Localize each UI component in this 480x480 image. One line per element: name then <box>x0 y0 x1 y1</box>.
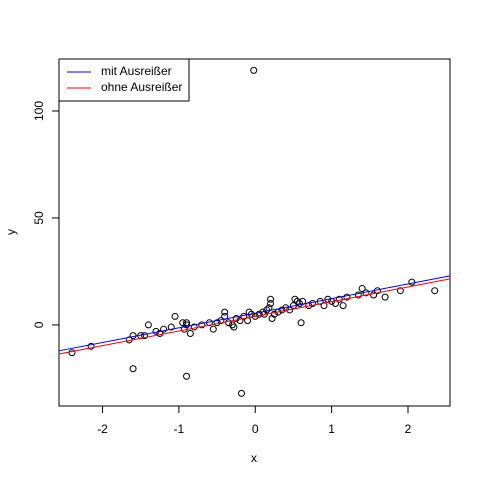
point <box>343 293 351 301</box>
point <box>267 295 275 303</box>
point <box>156 329 164 337</box>
point <box>198 321 206 329</box>
point <box>354 291 362 299</box>
point <box>171 312 179 320</box>
point <box>293 297 301 305</box>
point <box>144 321 152 329</box>
point <box>291 295 299 303</box>
y-axis-label: y <box>4 229 18 235</box>
point <box>236 317 244 325</box>
point <box>309 300 317 308</box>
point <box>270 310 278 318</box>
regression-line <box>58 275 451 352</box>
x-tick-label: -1 <box>174 422 185 436</box>
point <box>255 310 263 318</box>
x-tick-label: 1 <box>328 422 335 436</box>
point <box>183 321 191 329</box>
point <box>297 319 305 327</box>
point <box>278 306 286 314</box>
point <box>209 325 217 333</box>
legend-label: mit Ausreißer <box>101 64 172 78</box>
x-axis-label: x <box>251 451 257 465</box>
point <box>408 278 416 286</box>
point <box>358 285 366 293</box>
point <box>431 287 439 295</box>
point <box>186 329 194 337</box>
regression-line <box>58 278 451 355</box>
point <box>129 365 137 373</box>
x-tick-label: 0 <box>252 422 259 436</box>
y-tick-label: 50 <box>32 211 46 225</box>
point <box>250 66 258 74</box>
point <box>87 342 95 350</box>
point <box>267 300 275 308</box>
plot-frame <box>58 58 451 407</box>
point <box>183 372 191 380</box>
y-tick-label: 100 <box>32 101 46 121</box>
point <box>167 323 175 331</box>
point <box>230 323 238 331</box>
point <box>245 308 253 316</box>
legend-label: ohne Ausreißer <box>101 80 182 94</box>
point <box>238 389 246 397</box>
point <box>141 332 149 340</box>
legend-box <box>58 58 190 102</box>
point <box>381 293 389 301</box>
y-tick-label: 0 <box>32 321 46 328</box>
point <box>339 302 347 310</box>
x-tick-label: 2 <box>405 422 412 436</box>
point <box>183 319 191 327</box>
point <box>179 319 187 327</box>
point <box>396 287 404 295</box>
point <box>232 315 240 323</box>
point <box>221 308 229 316</box>
point <box>160 325 168 333</box>
point <box>129 332 137 340</box>
point <box>228 321 236 329</box>
point <box>68 349 76 357</box>
point <box>225 319 233 327</box>
point <box>370 291 378 299</box>
x-tick-label: -2 <box>97 422 108 436</box>
